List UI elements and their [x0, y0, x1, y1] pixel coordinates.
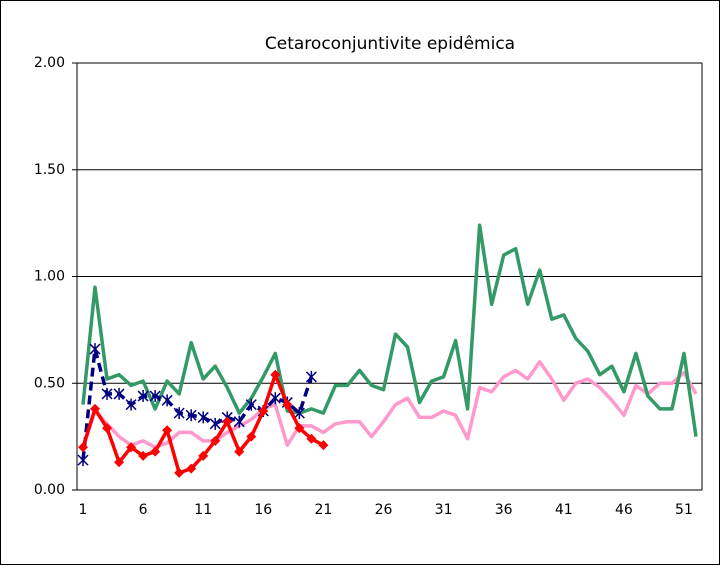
x-tick-label: 1	[79, 502, 88, 518]
y-tick-label: 2.00	[34, 55, 65, 71]
x-tick-label: 6	[139, 502, 148, 518]
marker	[270, 369, 281, 380]
marker	[305, 370, 317, 383]
marker	[294, 423, 305, 434]
marker	[89, 343, 101, 356]
marker	[161, 394, 173, 407]
marker	[293, 407, 305, 420]
x-tick-label: 31	[435, 502, 453, 518]
marker	[78, 442, 89, 453]
marker	[197, 411, 209, 424]
marker	[234, 446, 245, 457]
marker	[233, 415, 245, 428]
marker	[258, 406, 269, 417]
marker	[137, 390, 149, 403]
marker	[282, 399, 293, 410]
x-tick-label: 16	[254, 502, 272, 518]
marker	[113, 387, 125, 400]
y-tick-label: 0.50	[34, 375, 65, 391]
marker	[185, 409, 197, 422]
marker	[114, 457, 125, 468]
x-tick-label: 11	[194, 502, 212, 518]
y-tick-label: 1.50	[34, 162, 65, 178]
x-tick-label: 26	[375, 502, 393, 518]
marker	[269, 392, 281, 405]
marker	[90, 403, 101, 414]
marker	[209, 417, 221, 430]
marker	[222, 416, 233, 427]
marker	[198, 450, 209, 461]
x-tick-label: 41	[555, 502, 573, 518]
y-tick-label: 0.00	[34, 482, 65, 498]
y-tick-label: 1.00	[34, 269, 65, 285]
marker	[306, 433, 317, 444]
marker	[101, 387, 113, 400]
x-tick-label: 46	[615, 502, 633, 518]
marker	[77, 454, 89, 467]
marker	[210, 435, 221, 446]
marker	[138, 450, 149, 461]
marker	[186, 463, 197, 474]
marker	[318, 440, 329, 451]
marker	[125, 398, 137, 411]
chart-title: Cetaroconjuntivite epidêmica	[265, 34, 515, 54]
marker	[246, 431, 257, 442]
marker	[149, 390, 161, 403]
series-line	[81, 223, 698, 437]
x-tick-label: 21	[314, 502, 332, 518]
marker	[245, 398, 257, 411]
marker	[126, 442, 137, 453]
marker	[150, 446, 161, 457]
marker	[102, 423, 113, 434]
series-line	[81, 360, 698, 450]
marker	[174, 467, 185, 478]
x-tick-label: 36	[495, 502, 513, 518]
x-tick-label: 51	[675, 502, 693, 518]
marker	[162, 425, 173, 436]
marker	[173, 407, 185, 420]
